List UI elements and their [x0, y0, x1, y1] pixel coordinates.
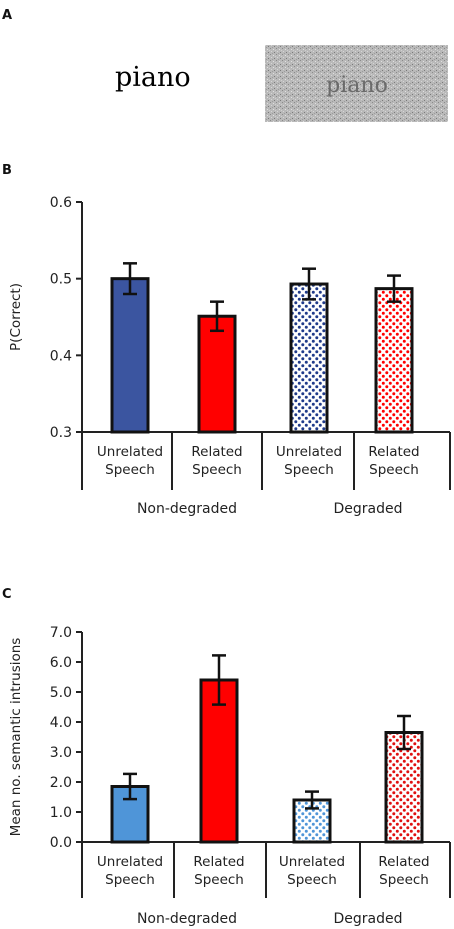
category-label: Speech — [284, 462, 334, 478]
category-label: Speech — [369, 462, 419, 478]
panel-letter-a: A — [2, 8, 12, 23]
y-tick-label: 4.0 — [50, 715, 72, 731]
category-label: Related — [368, 444, 419, 460]
y-tick-label: 7.0 — [50, 625, 72, 641]
word-clear: piano — [115, 62, 191, 93]
bar — [384, 731, 424, 844]
chart-b: P(Correct) 0.3 0.4 0.5 0.6 Unrelated Speech Rel… — [8, 195, 451, 517]
group-label: Non-degraded — [137, 501, 237, 517]
group-label: Degraded — [333, 501, 402, 517]
y-axis-title: P(Correct) — [8, 283, 24, 351]
panel-letter-b: B — [2, 163, 12, 178]
y-tick-label: 0.5 — [50, 272, 72, 288]
bar — [199, 678, 239, 844]
category-label: Related — [378, 854, 429, 870]
bar — [289, 282, 329, 434]
panel-letter-c: C — [2, 587, 12, 602]
y-tick-label: 1.0 — [50, 805, 72, 821]
y-tick-label: 0.4 — [50, 348, 72, 364]
category-label: Speech — [192, 462, 242, 478]
bar — [110, 277, 150, 434]
bar — [197, 314, 237, 434]
y-tick-label: 0.6 — [50, 195, 72, 211]
category-label: Unrelated — [97, 444, 163, 460]
group-label: Degraded — [333, 911, 402, 927]
category-label: Speech — [105, 462, 155, 478]
group-label: Non-degraded — [137, 911, 237, 927]
y-tick-label: 3.0 — [50, 745, 72, 761]
word-degraded: piano — [326, 73, 388, 98]
category-label: Unrelated — [279, 854, 345, 870]
category-label: Speech — [287, 872, 337, 888]
noise-image — [265, 45, 448, 122]
category-label: Speech — [194, 872, 244, 888]
y-tick-label: 6.0 — [50, 655, 72, 671]
category-label: Related — [191, 444, 242, 460]
category-label: Speech — [379, 872, 429, 888]
category-label: Unrelated — [97, 854, 163, 870]
chart-c: Mean no. semantic intrusions 0.0 1.0 2.0 3.0… — [8, 625, 451, 927]
y-tick-label: 2.0 — [50, 775, 72, 791]
bar — [374, 287, 414, 434]
y-tick-label: 0.0 — [50, 835, 72, 851]
y-tick-label: 0.3 — [50, 425, 72, 441]
y-tick-label: 5.0 — [50, 685, 72, 701]
category-label: Related — [193, 854, 244, 870]
category-label: Speech — [105, 872, 155, 888]
category-label: Unrelated — [276, 444, 342, 460]
y-axis-title: Mean no. semantic intrusions — [8, 638, 24, 837]
